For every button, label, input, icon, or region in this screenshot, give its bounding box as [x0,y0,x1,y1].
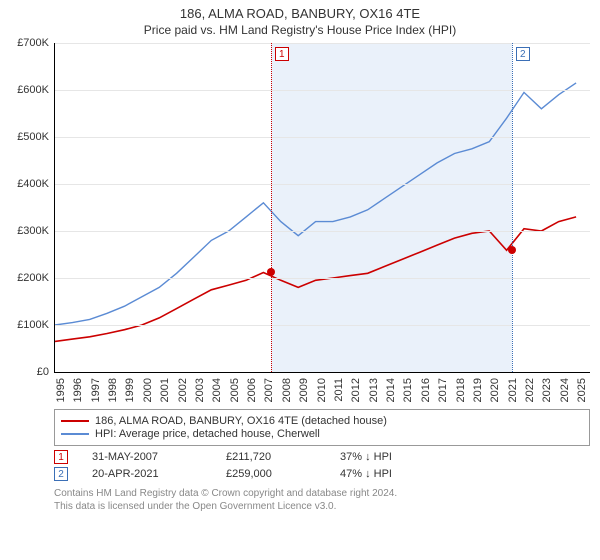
title-address: 186, ALMA ROAD, BANBURY, OX16 4TE [0,6,600,21]
x-tick-label: 2003 [194,374,206,402]
gridline [55,278,590,279]
x-tick-label: 2005 [229,374,241,402]
x-tick-label: 2022 [524,374,536,402]
x-tick-label: 2002 [177,374,189,402]
chart: £0£100K£200K£300K£400K£500K£600K£700K199… [54,43,590,403]
x-tick-label: 2023 [541,374,553,402]
sale-marker-box: 1 [275,47,289,61]
y-tick-label: £400K [17,178,55,190]
sale-marker-box: 2 [516,47,530,61]
x-tick-label: 2017 [437,374,449,402]
series-price_paid [55,217,576,342]
x-tick-label: 2025 [576,374,588,402]
x-tick-label: 2020 [489,374,501,402]
x-tick-label: 1998 [107,374,119,402]
y-tick-label: £600K [17,84,55,96]
gridline [55,231,590,232]
sale-delta: 37% ↓ HPI [340,451,392,463]
x-tick-label: 2006 [246,374,258,402]
x-tick-label: 2000 [142,374,154,402]
sale-date: 31-MAY-2007 [92,451,202,463]
chart-svg [55,43,590,372]
title-subtitle: Price paid vs. HM Land Registry's House … [0,23,600,37]
x-tick-label: 1995 [55,374,67,402]
y-tick-label: £200K [17,272,55,284]
y-tick-label: £300K [17,225,55,237]
x-tick-label: 2014 [385,374,397,402]
sales-table: 1 31-MAY-2007 £211,720 37% ↓ HPI 2 20-APR-202… [54,450,590,481]
gridline [55,43,590,44]
sale-row: 2 20-APR-2021 £259,000 47% ↓ HPI [54,467,590,481]
gridline [55,137,590,138]
legend: 186, ALMA ROAD, BANBURY, OX16 4TE (detac… [54,409,590,446]
legend-item: HPI: Average price, detached house, Cher… [61,428,583,440]
attribution: Contains HM Land Registry data © Crown c… [54,487,590,513]
gridline [55,325,590,326]
attribution-line: This data is licensed under the Open Gov… [54,500,590,513]
x-tick-label: 2013 [368,374,380,402]
series-hpi [55,83,576,325]
x-tick-label: 2019 [472,374,484,402]
sale-price: £211,720 [226,451,316,463]
y-tick-label: £500K [17,131,55,143]
legend-label: HPI: Average price, detached house, Cher… [95,428,320,440]
x-tick-label: 2015 [402,374,414,402]
sale-price: £259,000 [226,468,316,480]
x-tick-label: 2016 [420,374,432,402]
x-tick-label: 2018 [455,374,467,402]
x-tick-label: 2008 [281,374,293,402]
sale-marker: 2 [54,467,68,481]
x-tick-label: 2021 [507,374,519,402]
x-tick-label: 1999 [124,374,136,402]
sale-dot [267,268,275,276]
x-tick-label: 2007 [263,374,275,402]
sale-vline [512,43,513,372]
x-tick-label: 2024 [559,374,571,402]
attribution-line: Contains HM Land Registry data © Crown c… [54,487,590,500]
x-tick-label: 2010 [316,374,328,402]
x-tick-label: 2012 [350,374,362,402]
sale-vline [271,43,272,372]
legend-label: 186, ALMA ROAD, BANBURY, OX16 4TE (detac… [95,415,387,427]
x-tick-label: 2004 [211,374,223,402]
gridline [55,184,590,185]
legend-swatch [61,433,89,435]
x-tick-label: 2001 [159,374,171,402]
x-tick-label: 2009 [298,374,310,402]
x-tick-label: 2011 [333,374,345,402]
legend-swatch [61,420,89,422]
sale-delta: 47% ↓ HPI [340,468,392,480]
plot-area: £0£100K£200K£300K£400K£500K£600K£700K199… [54,43,590,373]
gridline [55,90,590,91]
sale-date: 20-APR-2021 [92,468,202,480]
sale-row: 1 31-MAY-2007 £211,720 37% ↓ HPI [54,450,590,464]
y-tick-label: £0 [37,366,55,378]
x-tick-label: 1997 [90,374,102,402]
y-tick-label: £100K [17,319,55,331]
x-tick-label: 1996 [72,374,84,402]
sale-dot [508,246,516,254]
sale-marker: 1 [54,450,68,464]
legend-item: 186, ALMA ROAD, BANBURY, OX16 4TE (detac… [61,415,583,427]
y-tick-label: £700K [17,37,55,49]
